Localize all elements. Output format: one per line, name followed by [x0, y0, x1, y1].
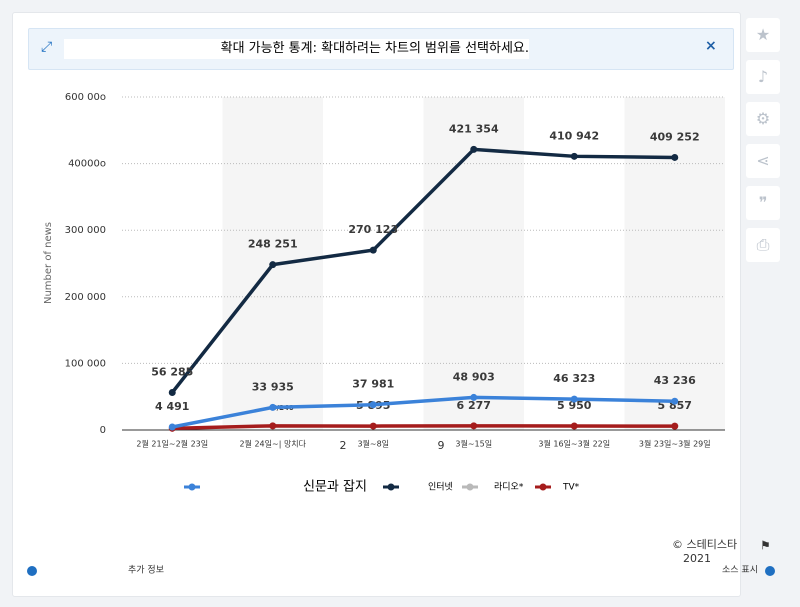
data-point — [470, 145, 478, 153]
sidebar: ★ ♪ ⚙ ⋖ ❞ ⎙ — [746, 18, 780, 270]
print-button[interactable]: ⎙ — [746, 228, 780, 262]
cite-button[interactable]: ❞ — [746, 186, 780, 220]
data-label: 4 491 — [155, 400, 189, 413]
series-line — [171, 395, 675, 429]
y-tick-label: 300 000 — [65, 225, 106, 236]
data-label: 56 285 — [151, 366, 193, 379]
data-point — [671, 397, 679, 405]
x-tick-label: 3월~8일 — [357, 439, 389, 449]
data-point — [369, 246, 377, 254]
alert-button[interactable]: ♪ — [746, 60, 780, 94]
y-tick-label: 100 000 — [65, 358, 106, 369]
data-point — [269, 403, 277, 411]
legend-label: 인터넷 — [428, 482, 453, 493]
favorite-button[interactable]: ★ — [746, 18, 780, 52]
series-line — [172, 424, 675, 431]
flag-icon[interactable]: ⚑ — [760, 539, 771, 553]
x-tick-label: 3월~15일 — [455, 439, 492, 449]
data-label: 33 935 — [252, 380, 294, 393]
banner-text: 확대 가능한 통계: 확대하려는 차트의 범위를 선택하세요. — [64, 39, 529, 59]
expand-icon[interactable]: ⤢ — [41, 39, 53, 55]
data-point — [570, 152, 578, 160]
data-label: 421 354 — [449, 122, 499, 135]
data-point — [470, 393, 478, 401]
data-point — [369, 422, 377, 430]
x-tick-label: 3월 16일~3월 22일 — [538, 439, 610, 449]
data-label: 48 903 — [453, 370, 495, 383]
data-label: 43 236 — [654, 374, 696, 387]
y-tick-label: 200 000 — [65, 292, 106, 303]
legend-marker-dot — [466, 483, 474, 491]
y-axis-label: Number of news — [43, 222, 54, 304]
band-shade — [624, 97, 725, 430]
data-point — [369, 401, 377, 409]
data-label: 6 277 — [457, 399, 491, 412]
x-tick-label: 2월 21일~2월 23일 — [136, 439, 208, 449]
data-point — [168, 423, 176, 431]
data-point — [570, 395, 578, 403]
data-point — [269, 261, 277, 269]
copyright: © 스테티스타 — [672, 538, 737, 551]
settings-button[interactable]: ⚙ — [746, 102, 780, 136]
banner: ⤢ 확대 가능한 통계: 확대하려는 차트의 범위를 선택하세요. × — [28, 28, 734, 70]
legend-marker-dot — [387, 483, 395, 491]
legend-marker-dot — [188, 483, 196, 491]
info-icon[interactable] — [27, 566, 37, 576]
data-label: 409 252 — [650, 130, 700, 143]
y-tick-label: 600 00o — [65, 92, 106, 103]
data-label: 46 323 — [553, 372, 595, 385]
x-tick-label: 2 — [340, 439, 347, 452]
data-point — [671, 422, 679, 430]
card — [12, 12, 741, 597]
close-icon[interactable]: × — [705, 38, 717, 54]
more-info[interactable]: 추가 정보 — [128, 565, 164, 576]
legend-label: 신문과 잡지 — [303, 480, 367, 495]
copyright-year: 2021 — [683, 552, 711, 565]
y-tick-label: 40000o — [68, 159, 106, 170]
legend-marker-dot — [539, 483, 547, 491]
legend-label: TV* — [562, 483, 580, 493]
data-point — [671, 153, 679, 161]
share-button[interactable]: ⋖ — [746, 144, 780, 178]
data-label: 5 950 — [557, 399, 592, 412]
x-tick-label: 9 — [438, 439, 445, 452]
x-tick-label: 3월 23일~3월 29일 — [639, 439, 711, 449]
x-tick-label: 2월 24일~| 망치다 — [239, 439, 306, 449]
data-label: 248 251 — [248, 238, 298, 251]
source-link[interactable]: 소스 표시 — [722, 565, 758, 576]
data-label: 37 981 — [352, 378, 394, 391]
y-tick-label: 0 — [100, 425, 106, 436]
data-label: 410 942 — [549, 129, 599, 142]
data-label: 270 123 — [348, 223, 398, 236]
data-point — [570, 422, 578, 430]
data-point — [269, 422, 277, 430]
series-line — [170, 147, 675, 394]
legend-label: 라디오* — [494, 482, 524, 493]
data-point — [168, 389, 176, 397]
data-point — [470, 422, 478, 430]
source-icon[interactable] — [765, 566, 775, 576]
